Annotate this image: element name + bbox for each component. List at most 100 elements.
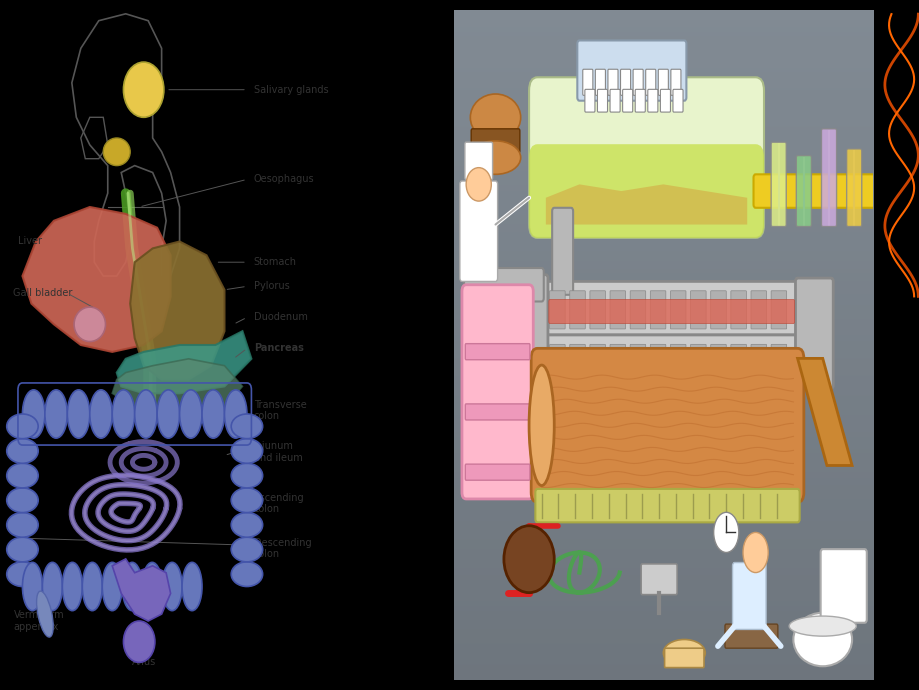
Ellipse shape <box>6 538 38 562</box>
FancyBboxPatch shape <box>528 144 763 238</box>
FancyBboxPatch shape <box>463 195 484 302</box>
Ellipse shape <box>182 562 202 611</box>
Ellipse shape <box>231 414 262 439</box>
FancyBboxPatch shape <box>510 368 548 442</box>
Polygon shape <box>797 358 851 466</box>
Text: Stomach: Stomach <box>254 257 296 267</box>
FancyBboxPatch shape <box>461 285 533 499</box>
FancyBboxPatch shape <box>796 155 811 226</box>
Text: Ascending
colon: Ascending colon <box>254 493 304 515</box>
Ellipse shape <box>663 640 705 667</box>
Ellipse shape <box>743 533 767 573</box>
Ellipse shape <box>528 365 553 486</box>
Ellipse shape <box>82 562 102 611</box>
FancyBboxPatch shape <box>609 290 625 329</box>
FancyBboxPatch shape <box>577 41 686 101</box>
FancyBboxPatch shape <box>670 69 680 95</box>
Polygon shape <box>130 241 224 380</box>
Ellipse shape <box>470 94 520 141</box>
Ellipse shape <box>231 513 262 538</box>
Text: Salivary glands: Salivary glands <box>254 85 328 95</box>
FancyBboxPatch shape <box>730 290 745 329</box>
Ellipse shape <box>37 591 53 637</box>
FancyBboxPatch shape <box>551 208 573 295</box>
Ellipse shape <box>231 538 262 562</box>
Ellipse shape <box>6 463 38 488</box>
FancyBboxPatch shape <box>650 290 665 329</box>
Polygon shape <box>112 359 243 414</box>
Ellipse shape <box>789 616 856 636</box>
FancyBboxPatch shape <box>820 549 866 623</box>
Ellipse shape <box>142 562 162 611</box>
FancyBboxPatch shape <box>595 69 605 95</box>
FancyBboxPatch shape <box>750 344 766 382</box>
Ellipse shape <box>22 562 42 611</box>
FancyBboxPatch shape <box>770 290 786 329</box>
Text: Anus: Anus <box>131 658 155 667</box>
FancyBboxPatch shape <box>549 344 564 382</box>
FancyBboxPatch shape <box>690 344 706 382</box>
FancyBboxPatch shape <box>465 404 529 420</box>
FancyBboxPatch shape <box>821 129 835 226</box>
FancyBboxPatch shape <box>641 564 676 595</box>
Text: Gall bladder: Gall bladder <box>14 288 73 298</box>
Ellipse shape <box>179 390 202 438</box>
Ellipse shape <box>22 390 45 438</box>
FancyBboxPatch shape <box>589 290 605 329</box>
Ellipse shape <box>134 390 157 438</box>
Text: Pancreas: Pancreas <box>254 344 303 353</box>
Ellipse shape <box>123 621 154 662</box>
Ellipse shape <box>103 138 130 166</box>
FancyBboxPatch shape <box>569 344 584 382</box>
FancyBboxPatch shape <box>753 175 874 208</box>
Text: Pylorus: Pylorus <box>254 282 289 291</box>
FancyBboxPatch shape <box>795 278 833 388</box>
FancyBboxPatch shape <box>465 464 529 480</box>
FancyBboxPatch shape <box>619 69 630 95</box>
FancyBboxPatch shape <box>549 290 564 329</box>
FancyBboxPatch shape <box>658 69 667 95</box>
FancyBboxPatch shape <box>607 69 618 95</box>
Ellipse shape <box>470 141 520 175</box>
FancyBboxPatch shape <box>535 489 799 522</box>
FancyBboxPatch shape <box>710 344 725 382</box>
Ellipse shape <box>202 390 224 438</box>
Ellipse shape <box>792 613 851 667</box>
FancyBboxPatch shape <box>730 344 745 382</box>
Ellipse shape <box>162 562 182 611</box>
Ellipse shape <box>42 562 62 611</box>
Ellipse shape <box>122 562 142 611</box>
Ellipse shape <box>6 414 38 439</box>
Ellipse shape <box>224 390 246 438</box>
FancyBboxPatch shape <box>645 69 655 95</box>
Ellipse shape <box>62 562 82 611</box>
FancyBboxPatch shape <box>569 290 584 329</box>
FancyBboxPatch shape <box>630 290 645 329</box>
Text: Oesophagus: Oesophagus <box>254 175 314 184</box>
Polygon shape <box>112 559 170 621</box>
Ellipse shape <box>90 390 112 438</box>
Ellipse shape <box>231 439 262 463</box>
FancyBboxPatch shape <box>460 181 497 282</box>
FancyBboxPatch shape <box>845 149 861 226</box>
Text: Duodenum: Duodenum <box>254 313 307 322</box>
FancyBboxPatch shape <box>647 89 657 112</box>
FancyBboxPatch shape <box>724 624 777 648</box>
FancyBboxPatch shape <box>672 89 682 112</box>
FancyBboxPatch shape <box>750 290 766 329</box>
FancyBboxPatch shape <box>660 89 670 112</box>
Polygon shape <box>545 184 746 224</box>
FancyBboxPatch shape <box>710 290 725 329</box>
Ellipse shape <box>6 488 38 513</box>
FancyBboxPatch shape <box>770 142 786 226</box>
FancyBboxPatch shape <box>650 344 665 382</box>
Ellipse shape <box>102 562 122 611</box>
FancyBboxPatch shape <box>549 299 794 324</box>
Circle shape <box>713 512 738 553</box>
FancyBboxPatch shape <box>596 89 607 112</box>
Ellipse shape <box>67 390 90 438</box>
FancyBboxPatch shape <box>670 290 686 329</box>
FancyBboxPatch shape <box>471 129 519 153</box>
FancyBboxPatch shape <box>732 562 766 629</box>
FancyBboxPatch shape <box>582 69 592 95</box>
